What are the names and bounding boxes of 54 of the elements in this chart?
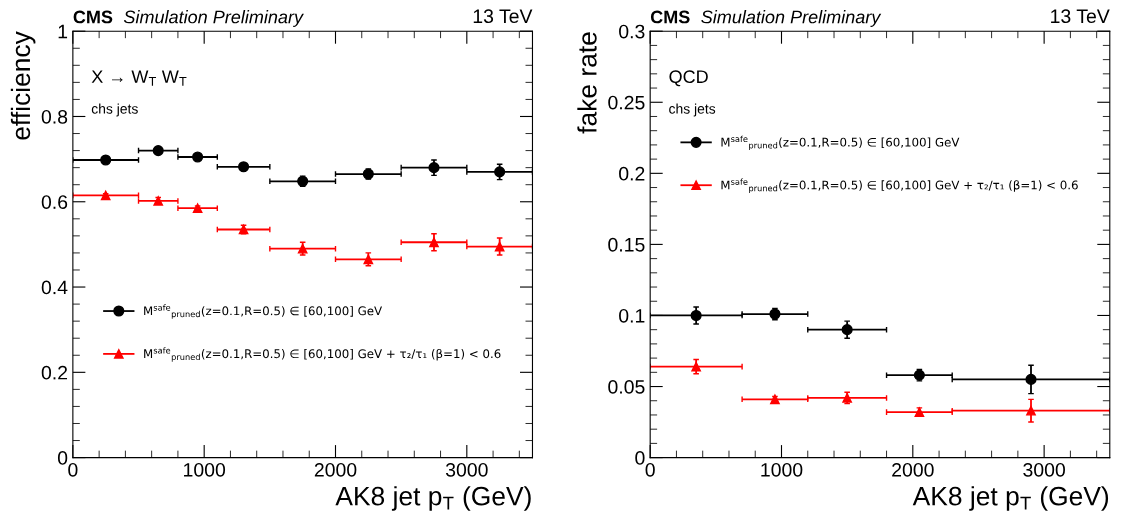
point — [1025, 373, 1037, 385]
point — [494, 241, 505, 252]
point — [770, 394, 780, 405]
y-tick-label: 0.6 — [41, 195, 68, 209]
point — [841, 324, 853, 336]
point — [192, 203, 203, 214]
x-tick-label: 1000 — [761, 462, 803, 477]
x-tick-label: 0 — [645, 462, 655, 477]
point — [153, 196, 164, 206]
x-tick-label: 3000 — [445, 462, 488, 477]
text: 13 TeV — [1051, 9, 1110, 24]
point — [100, 154, 112, 166]
point — [192, 151, 204, 163]
x-axis-title: AK8 jet p$_{T}$ (GeV) — [912, 486, 1109, 511]
legend-label: M$^{safe}$$_{pruned}$(z=0.1,R=0.5) ∈ [60,100] GeV + τ₂/τ₁ (β=1) < 0.6 — [721, 178, 1078, 193]
y-axis-title: fake rate — [577, 32, 597, 134]
annotation: chs jets — [669, 103, 716, 117]
chart-subtitle: Simulation Preliminary — [123, 10, 304, 27]
point — [152, 145, 164, 157]
y-tick-label: 0.05 — [608, 380, 645, 394]
point — [1026, 405, 1036, 416]
x-axis-title: AK8 jet p$_{T}$ (GeV) — [335, 486, 531, 511]
y-tick-label: 0.15 — [608, 237, 645, 252]
y-tick-label: 0 — [635, 451, 645, 465]
y-tick-label: 0.2 — [41, 365, 68, 380]
point — [100, 190, 111, 201]
legend-label: M$^{safe}$$_{pruned}$(z=0.1,R=0.5) ∈ [60,100] GeV — [144, 304, 383, 319]
y-tick-label: 0.1 — [619, 308, 645, 323]
y-tick-label: 0.3 — [619, 24, 645, 39]
x-tick-label: 3000 — [1023, 462, 1065, 477]
y-tick-label: 0.8 — [41, 109, 68, 124]
y-tick-label: 1 — [58, 24, 68, 39]
x-tick-label: 2000 — [892, 462, 934, 477]
chart-subtitle: Simulation Preliminary — [701, 10, 882, 27]
x-tick-label: 2000 — [314, 462, 357, 477]
point — [238, 161, 250, 173]
point — [494, 166, 506, 178]
point — [690, 309, 702, 322]
text: 13 TeV — [473, 9, 533, 24]
legend-label: M$^{safe}$$_{pruned}$(z=0.1,R=0.5) ∈ [60,100] GeV + τ₂/τ₁ (β=1) < 0.6 — [144, 347, 501, 362]
x-tick-label: 0 — [68, 462, 78, 477]
annotation: X → W$_{T}$ W$_{T}$ — [91, 70, 187, 86]
y-tick-label: 0.2 — [619, 166, 645, 181]
chart-title: CMS — [73, 10, 113, 24]
y-tick-label: 0.4 — [41, 280, 68, 295]
y-tick-label: 0.25 — [608, 95, 645, 110]
legend-label: M$^{safe}$$_{pruned}$(z=0.1,R=0.5) ∈ [60,100] GeV — [721, 135, 960, 151]
y-tick-label: 0 — [57, 451, 68, 465]
point — [429, 237, 439, 248]
x-tick-label: 1000 — [184, 462, 226, 477]
y-axis-title: efficiency — [10, 31, 36, 140]
annotation: chs jets — [91, 103, 138, 117]
annotation: QCD — [669, 70, 708, 87]
chart-title: CMS — [650, 10, 690, 24]
